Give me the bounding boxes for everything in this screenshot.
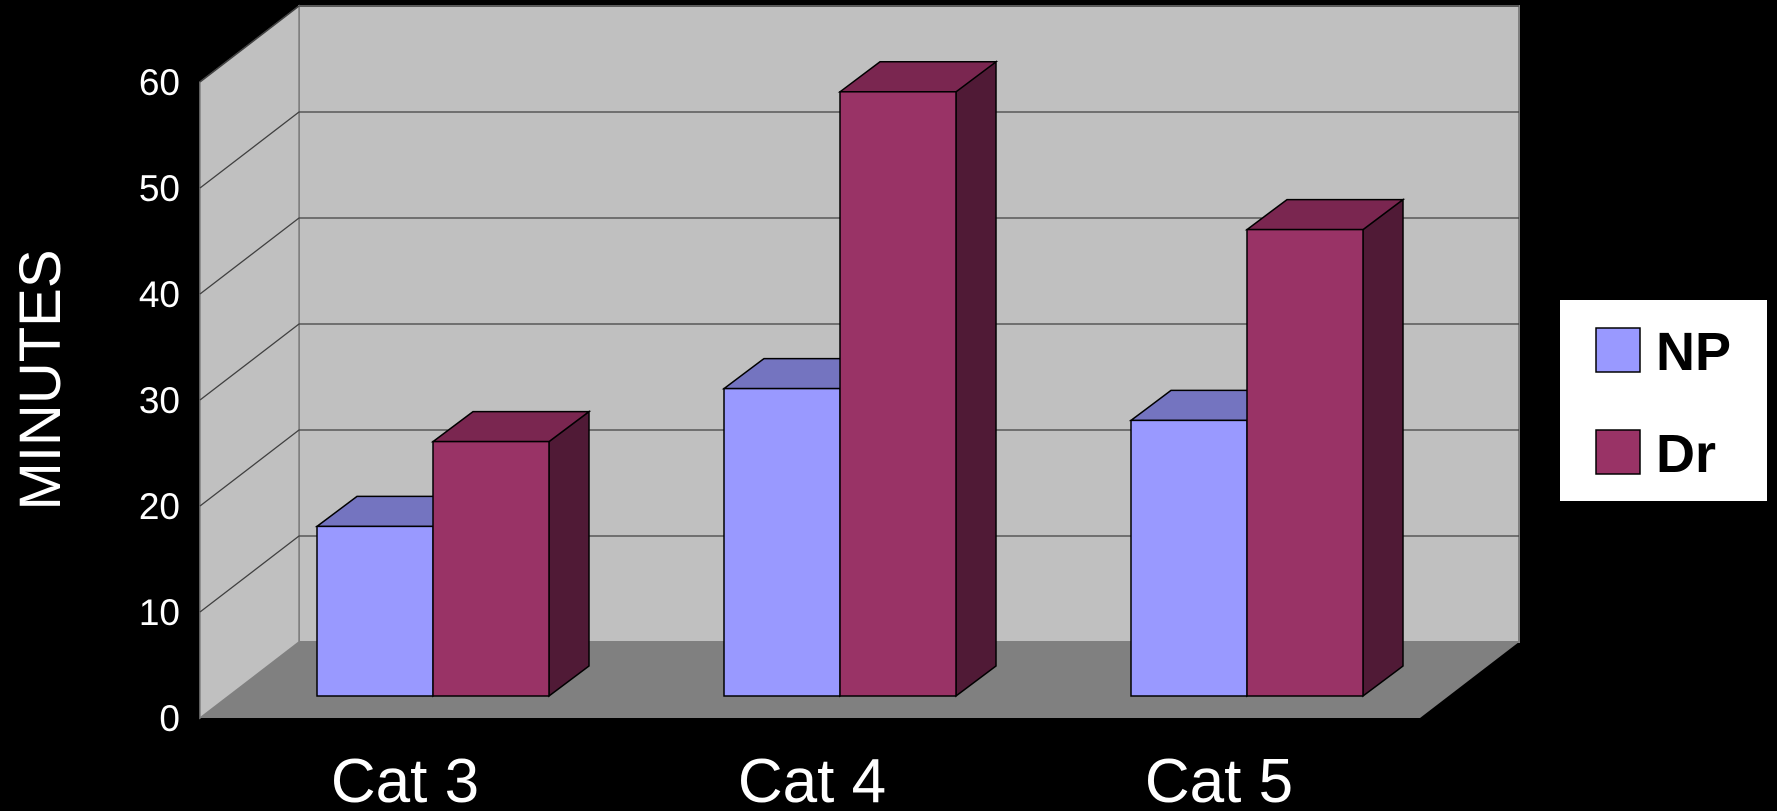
legend: NP Dr: [1560, 300, 1767, 501]
y-tick-label: 60: [139, 62, 180, 103]
bar-side: [548, 410, 590, 698]
legend-box: [1560, 300, 1767, 501]
bar-dr-cat-4: [837, 60, 999, 698]
y-tick-label: 10: [139, 592, 180, 633]
bar-front: [316, 525, 434, 697]
gridline: [199, 111, 1519, 189]
gridline: [199, 535, 1519, 613]
bar-dr-cat-5: [1244, 198, 1406, 698]
gridline: [199, 323, 1519, 401]
y-tick-labels: 0 10 20 30 40 50 60: [139, 62, 180, 739]
bar-side: [1362, 198, 1404, 698]
category-label: Cat 3: [331, 747, 479, 811]
y-tick-label: 40: [139, 274, 180, 315]
bar-front: [1246, 228, 1364, 697]
legend-label-np: NP: [1656, 322, 1731, 382]
y-axis-label: MINUTES: [8, 250, 73, 511]
y-tick-label: 20: [139, 486, 180, 527]
category-label: Cat 4: [738, 747, 886, 811]
category-labels: Cat 3 Cat 4 Cat 5: [331, 747, 1293, 811]
gridline: [199, 5, 1519, 83]
gridline: [199, 429, 1519, 507]
bar-front: [432, 440, 550, 697]
legend-swatch-np: [1595, 327, 1641, 373]
y-tick-label: 30: [139, 380, 180, 421]
legend-label-dr: Dr: [1656, 424, 1716, 484]
bar-front: [1130, 419, 1248, 697]
gridlines: [199, 5, 1519, 613]
bar-front: [839, 91, 957, 697]
bar-side: [955, 60, 997, 698]
bar-dr-cat-3: [430, 410, 592, 698]
bar-front: [723, 387, 841, 697]
y-tick-label: 50: [139, 168, 180, 209]
legend-swatch-dr: [1595, 429, 1641, 475]
bars: [314, 60, 1406, 698]
gridline: [199, 217, 1519, 295]
y-tick-label: 0: [159, 698, 180, 739]
category-label: Cat 5: [1145, 747, 1293, 811]
